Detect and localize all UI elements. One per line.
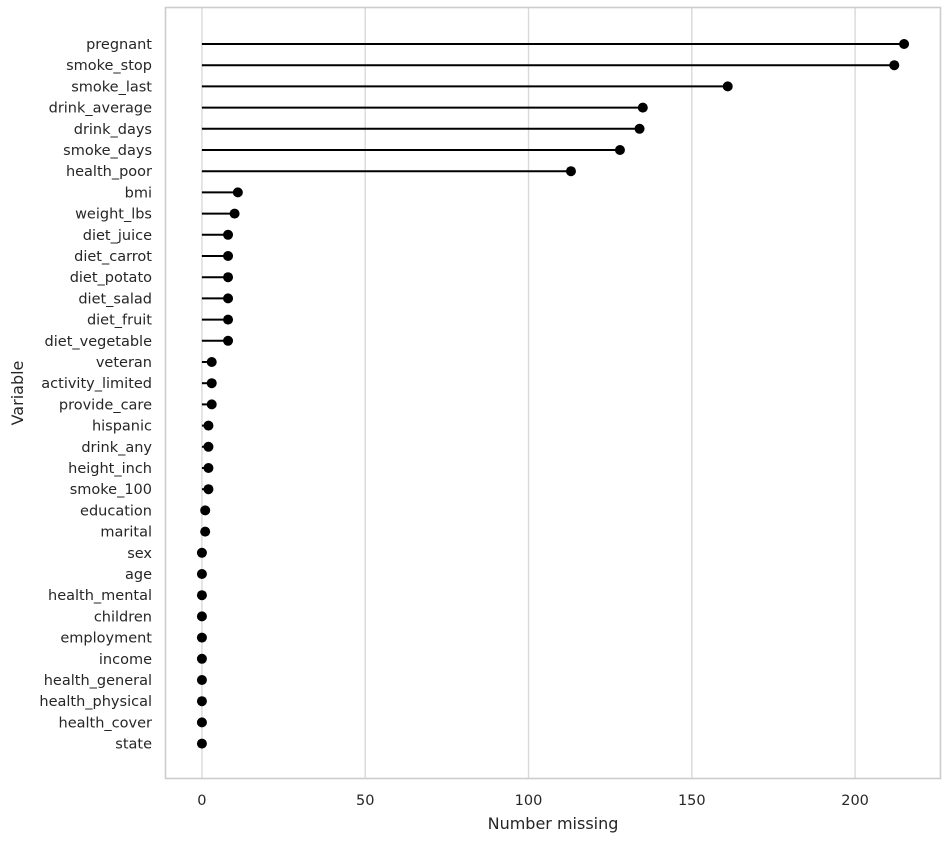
marker-diet_carrot — [223, 251, 234, 261]
marker-diet_vegetable — [223, 335, 234, 346]
y-tick-label: diet_potato — [70, 270, 152, 286]
marker-health_physical — [196, 696, 207, 707]
grid-layer — [201, 8, 856, 778]
marker-activity_limited — [206, 378, 217, 389]
stem-layer — [201, 43, 905, 533]
y-tick-label: veteran — [96, 355, 152, 371]
y-tick-label: diet_vegetable — [45, 334, 153, 350]
y-tick-label: drink_any — [81, 440, 152, 456]
y-tick-label: income — [99, 652, 152, 668]
y-tick-label: education — [80, 503, 152, 519]
x-tick-label: 100 — [515, 793, 543, 809]
y-tick-label: health_general — [44, 673, 152, 689]
x-tick-label: 0 — [197, 793, 206, 809]
x-tick-label: 200 — [841, 793, 869, 809]
marker-health_poor — [565, 166, 576, 177]
marker-smoke_100 — [203, 484, 214, 495]
x-tick-labels: 0 50 100 150 200 — [197, 793, 869, 809]
marker-health_cover — [196, 717, 207, 728]
marker-provide_care — [206, 399, 217, 410]
y-tick-label: pregnant — [86, 37, 152, 53]
marker-children — [196, 611, 207, 622]
marker-height_inch — [203, 463, 214, 473]
plot-frame — [164, 6, 942, 780]
marker-layer — [196, 39, 910, 749]
y-tick-label: hispanic — [92, 419, 152, 435]
marker-smoke_last — [722, 81, 733, 92]
y-tick-label: diet_juice — [83, 228, 152, 244]
marker-sex — [196, 547, 207, 558]
marker-pregnant — [899, 39, 910, 49]
y-tick-label: smoke_last — [71, 79, 152, 95]
marker-hispanic — [203, 420, 214, 431]
y-tick-label: smoke_stop — [66, 58, 152, 74]
y-tick-labels: pregnant smoke_stop smoke_last drink_averag… — [39, 37, 152, 753]
y-tick-label: health_physical — [39, 694, 152, 710]
marker-drink_average — [637, 102, 648, 113]
y-tick-label: activity_limited — [41, 376, 152, 392]
y-tick-label: drink_days — [74, 122, 152, 138]
marker-health_general — [196, 675, 207, 685]
marker-diet_fruit — [223, 314, 234, 325]
y-tick-label: smoke_days — [63, 143, 152, 159]
marker-drink_days — [634, 123, 645, 134]
marker-smoke_stop — [889, 60, 900, 71]
marker-smoke_days — [614, 145, 625, 155]
y-tick-label: bmi — [125, 185, 152, 201]
marker-drink_any — [203, 441, 214, 452]
marker-bmi — [232, 187, 243, 198]
x-tick-label: 50 — [356, 793, 374, 809]
y-tick-label: health_mental — [48, 588, 152, 604]
y-tick-label: smoke_100 — [70, 482, 152, 498]
marker-health_mental — [196, 590, 207, 601]
marker-diet_potato — [223, 272, 234, 283]
marker-diet_juice — [223, 229, 234, 240]
marker-veteran — [206, 357, 217, 367]
y-tick-label: sex — [127, 546, 152, 562]
y-tick-label: height_inch — [68, 461, 152, 477]
y-tick-label: children — [94, 609, 152, 625]
y-tick-label: age — [125, 567, 152, 583]
y-axis-label: Variable — [8, 361, 27, 426]
y-tick-label: drink_average — [49, 101, 152, 117]
marker-state — [196, 738, 207, 749]
marker-employment — [196, 632, 207, 643]
y-tick-label: state — [115, 737, 152, 753]
y-tick-label: marital — [100, 525, 152, 541]
marker-marital — [200, 526, 211, 537]
y-tick-label: provide_care — [59, 397, 152, 413]
x-tick-label: 150 — [678, 793, 706, 809]
y-tick-label: employment — [60, 631, 152, 647]
x-axis-label: Number missing — [488, 814, 619, 833]
y-tick-label: health_cover — [59, 715, 152, 731]
y-tick-label: diet_fruit — [87, 313, 152, 329]
marker-income — [196, 653, 207, 664]
marker-weight_lbs — [229, 208, 240, 219]
marker-education — [200, 505, 211, 516]
marker-age — [196, 569, 207, 579]
y-tick-label: diet_salad — [78, 291, 152, 307]
marker-diet_salad — [223, 293, 234, 304]
y-tick-label: diet_carrot — [74, 249, 152, 265]
y-tick-label: weight_lbs — [75, 207, 152, 223]
y-tick-label: health_poor — [66, 164, 152, 180]
